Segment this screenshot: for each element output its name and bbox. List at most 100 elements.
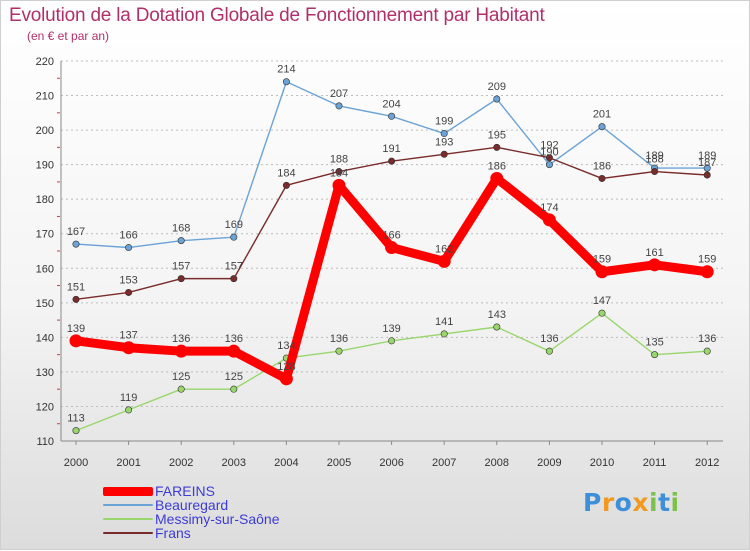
series-line-frans bbox=[75, 146, 708, 301]
data-label-beauregard: 189 bbox=[645, 150, 663, 162]
data-label-fareins: 161 bbox=[645, 247, 663, 259]
data-point-messimy-sur-sa-ne bbox=[493, 323, 501, 331]
x-tick-label: 2001 bbox=[116, 457, 140, 469]
data-label-fareins: 136 bbox=[172, 333, 190, 345]
y-tick-label: 130 bbox=[36, 367, 54, 379]
data-point-beauregard bbox=[177, 237, 185, 245]
data-label-frans: 153 bbox=[119, 274, 137, 286]
data-label-beauregard: 167 bbox=[67, 226, 85, 238]
data-point-frans bbox=[388, 157, 396, 165]
x-tick-label: 2011 bbox=[643, 457, 667, 469]
data-point-frans bbox=[703, 171, 711, 179]
data-point-frans bbox=[125, 288, 133, 296]
data-label-messimy-sur-sa-ne: 143 bbox=[488, 309, 506, 321]
data-label-messimy-sur-sa-ne: 135 bbox=[645, 337, 663, 349]
data-label-frans: 151 bbox=[67, 281, 85, 293]
series-layer bbox=[69, 78, 714, 435]
data-point-frans bbox=[282, 181, 290, 189]
data-label-messimy-sur-sa-ne: 136 bbox=[698, 333, 716, 345]
data-point-fareins bbox=[542, 213, 556, 227]
data-label-fareins: 137 bbox=[119, 330, 137, 342]
data-label-beauregard: 189 bbox=[698, 150, 716, 162]
y-tick-label: 160 bbox=[36, 263, 54, 275]
y-tick-label: 120 bbox=[36, 401, 54, 413]
y-tick-label: 110 bbox=[36, 436, 54, 448]
data-label-messimy-sur-sa-ne: 147 bbox=[593, 295, 611, 307]
data-point-fareins bbox=[122, 341, 136, 355]
data-label-messimy-sur-sa-ne: 139 bbox=[382, 323, 400, 335]
data-label-fareins: 159 bbox=[593, 254, 611, 266]
data-label-beauregard: 169 bbox=[225, 219, 243, 231]
data-label-fareins: 136 bbox=[225, 333, 243, 345]
data-point-beauregard bbox=[598, 123, 606, 131]
logo-letter: t bbox=[658, 488, 671, 517]
y-tick-label: 190 bbox=[36, 160, 54, 172]
data-point-messimy-sur-sa-ne bbox=[388, 337, 396, 345]
data-point-messimy-sur-sa-ne bbox=[651, 351, 659, 359]
legend-label: Beauregard bbox=[155, 497, 229, 513]
data-point-messimy-sur-sa-ne bbox=[545, 347, 553, 355]
data-point-frans bbox=[493, 143, 501, 151]
legend-swatch bbox=[103, 532, 153, 534]
data-label-messimy-sur-sa-ne: 119 bbox=[120, 392, 138, 404]
y-tick-label: 150 bbox=[36, 298, 54, 310]
proxiti-logo: Proxiti bbox=[583, 488, 680, 517]
x-tick-label: 2007 bbox=[432, 457, 456, 469]
logo-letter: x bbox=[632, 488, 649, 517]
data-label-frans: 188 bbox=[330, 154, 348, 166]
data-label-messimy-sur-sa-ne: 141 bbox=[435, 316, 453, 328]
x-tick-label: 2010 bbox=[590, 457, 614, 469]
data-point-fareins bbox=[595, 265, 609, 279]
chart-subtitle: (en € et par an) bbox=[27, 29, 110, 43]
series-fareins bbox=[69, 171, 714, 386]
series-line-fareins bbox=[71, 173, 712, 384]
data-point-messimy-sur-sa-ne bbox=[177, 385, 185, 393]
data-label-messimy-sur-sa-ne: 134 bbox=[277, 340, 295, 352]
data-label-fareins: 166 bbox=[382, 230, 400, 242]
legend-swatch bbox=[103, 504, 153, 506]
data-point-beauregard bbox=[493, 95, 501, 103]
data-point-beauregard bbox=[282, 78, 290, 86]
data-point-fareins bbox=[700, 265, 714, 279]
data-point-messimy-sur-sa-ne bbox=[598, 309, 606, 317]
data-label-beauregard: 209 bbox=[488, 81, 506, 93]
data-label-frans: 192 bbox=[540, 140, 558, 152]
data-label-fareins: 159 bbox=[698, 254, 716, 266]
data-label-frans: 193 bbox=[435, 136, 453, 148]
data-point-frans bbox=[440, 150, 448, 158]
data-point-messimy-sur-sa-ne bbox=[125, 406, 133, 414]
data-point-beauregard bbox=[703, 164, 711, 172]
logo-letter: o bbox=[614, 488, 633, 517]
data-label-fareins: 139 bbox=[67, 323, 85, 335]
logo-letter: r bbox=[601, 488, 615, 517]
y-tick-label: 140 bbox=[36, 332, 54, 344]
x-tick-label: 2008 bbox=[485, 457, 509, 469]
data-point-fareins bbox=[648, 258, 662, 272]
grid-layer bbox=[61, 60, 723, 442]
data-label-frans: 186 bbox=[593, 160, 611, 172]
legend-label: Frans bbox=[155, 525, 191, 541]
data-label-messimy-sur-sa-ne: 125 bbox=[225, 371, 243, 383]
data-point-messimy-sur-sa-ne bbox=[440, 330, 448, 338]
data-point-beauregard bbox=[335, 102, 343, 110]
data-point-frans bbox=[651, 168, 659, 176]
data-point-fareins bbox=[332, 178, 346, 192]
data-point-frans bbox=[177, 275, 185, 283]
data-point-fareins bbox=[385, 241, 399, 255]
data-label-beauregard: 214 bbox=[277, 64, 295, 76]
y-tick-label: 210 bbox=[36, 91, 54, 103]
data-label-frans: 191 bbox=[382, 143, 400, 155]
data-point-fareins bbox=[227, 344, 241, 358]
data-point-messimy-sur-sa-ne bbox=[703, 347, 711, 355]
series-frans bbox=[72, 143, 711, 303]
label-layer: 139 137 136 136 128 184 166 162 186 174 159 161 159 1… bbox=[67, 64, 717, 425]
x-tick-label: 2009 bbox=[537, 457, 561, 469]
x-tick-label: 2006 bbox=[379, 457, 403, 469]
logo-letter: P bbox=[583, 488, 602, 517]
data-point-fareins bbox=[490, 171, 504, 185]
data-point-frans bbox=[598, 174, 606, 182]
y-tick-label: 180 bbox=[36, 194, 54, 206]
legend-label: Messimy-sur-Saône bbox=[155, 511, 280, 527]
data-point-messimy-sur-sa-ne bbox=[335, 347, 343, 355]
